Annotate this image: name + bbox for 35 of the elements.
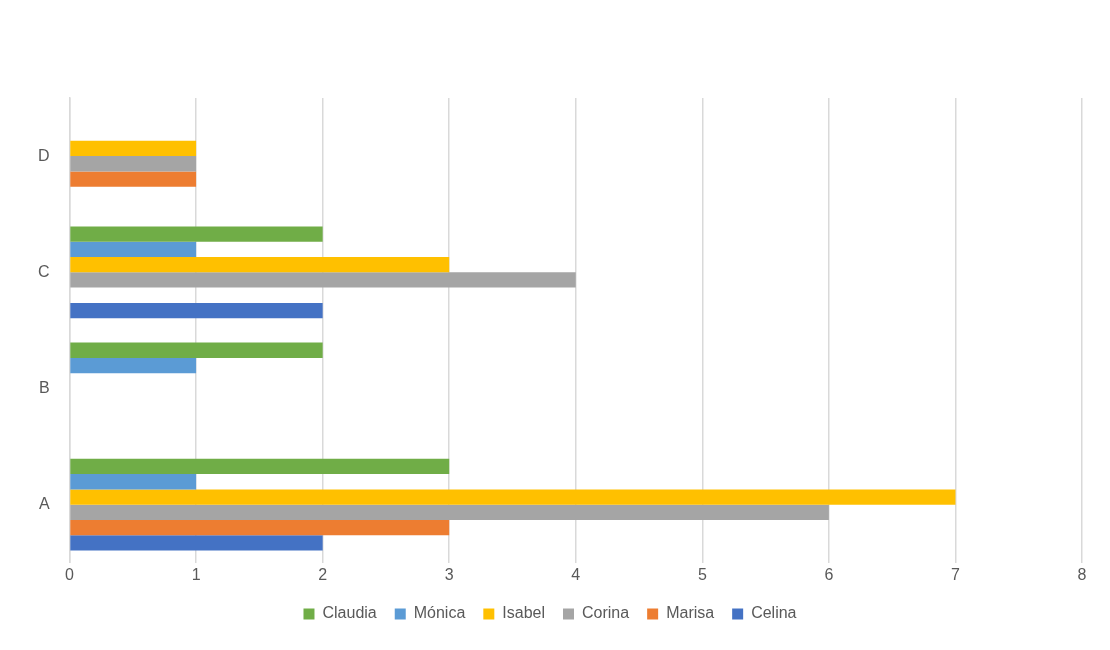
- bar: [70, 257, 450, 273]
- bar: [70, 140, 197, 157]
- bar: [70, 504, 829, 520]
- x-tick-label: 8: [1077, 565, 1087, 583]
- bar: [70, 302, 323, 319]
- y-tick-label: D: [37, 146, 50, 164]
- x-tick-label: 5: [697, 565, 707, 583]
- legend-label: Claudia: [322, 604, 377, 622]
- bar: [70, 458, 450, 475]
- x-tick-label: 3: [444, 565, 454, 583]
- bar: [70, 272, 576, 288]
- x-tick-label: 1: [191, 565, 201, 583]
- bar: [70, 474, 197, 490]
- y-tick-label: B: [38, 378, 50, 396]
- legend-label: Mónica: [413, 604, 466, 622]
- legend-label: Celina: [751, 604, 797, 622]
- y-tick-label: A: [38, 495, 50, 513]
- bar: [70, 535, 323, 551]
- x-tick-label: 0: [65, 565, 75, 583]
- bar: [70, 357, 197, 374]
- x-tick-label: 7: [950, 565, 960, 583]
- bar: [70, 156, 197, 172]
- bar: [70, 489, 956, 505]
- bar: [70, 241, 197, 257]
- bar: [70, 342, 323, 358]
- legend-label: Marisa: [666, 604, 715, 622]
- x-tick-label: 6: [824, 565, 834, 583]
- y-tick-label: C: [37, 262, 50, 280]
- x-tick-label: 2: [318, 565, 328, 583]
- bar: [70, 171, 197, 187]
- bar: [70, 226, 323, 242]
- legend-label: Corina: [582, 604, 630, 622]
- legend-label: Isabel: [502, 604, 546, 622]
- x-tick-label: 4: [571, 565, 581, 583]
- bar: [70, 520, 450, 536]
